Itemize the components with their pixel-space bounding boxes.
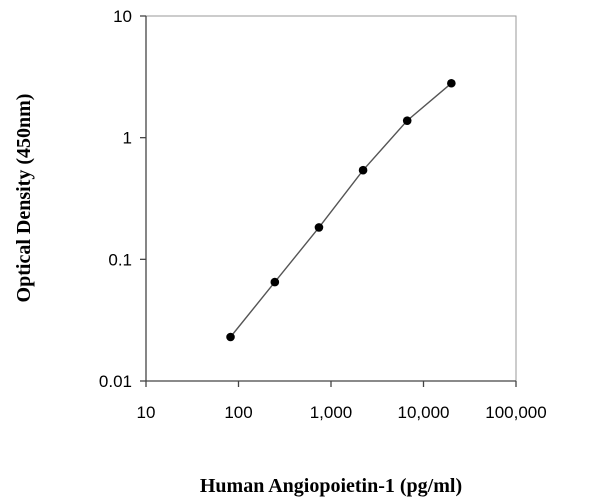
data-point <box>226 332 235 342</box>
data-point <box>314 223 324 232</box>
y-tick-label: 1 <box>123 129 132 148</box>
plot-frame <box>145 15 517 382</box>
data-point <box>447 78 456 88</box>
x-axis-ticks: 10 100 1,000 10,000 100,000 <box>137 381 547 422</box>
y-axis-ticks: 0.01 0.1 1 10 <box>99 7 146 391</box>
data-point <box>358 165 368 175</box>
x-tick-label: 10 <box>137 403 156 422</box>
series-line <box>229 82 452 338</box>
data-point <box>270 277 280 287</box>
y-tick-label: 0.01 <box>99 372 132 391</box>
x-axis-title: Human Angiopoietin-1 (pg/ml) <box>200 475 462 497</box>
x-tick-label: 100 <box>224 403 252 422</box>
x-tick-label: 10,000 <box>398 403 450 422</box>
y-axis-title: Optical Density (450nm) <box>13 94 35 303</box>
x-tick-label: 1,000 <box>310 403 353 422</box>
y-tick-label: 0.1 <box>108 250 132 269</box>
series-layer <box>226 78 456 342</box>
data-point <box>402 116 412 125</box>
x-tick-label: 100,000 <box>485 403 546 422</box>
y-tick-label: 10 <box>113 7 132 26</box>
